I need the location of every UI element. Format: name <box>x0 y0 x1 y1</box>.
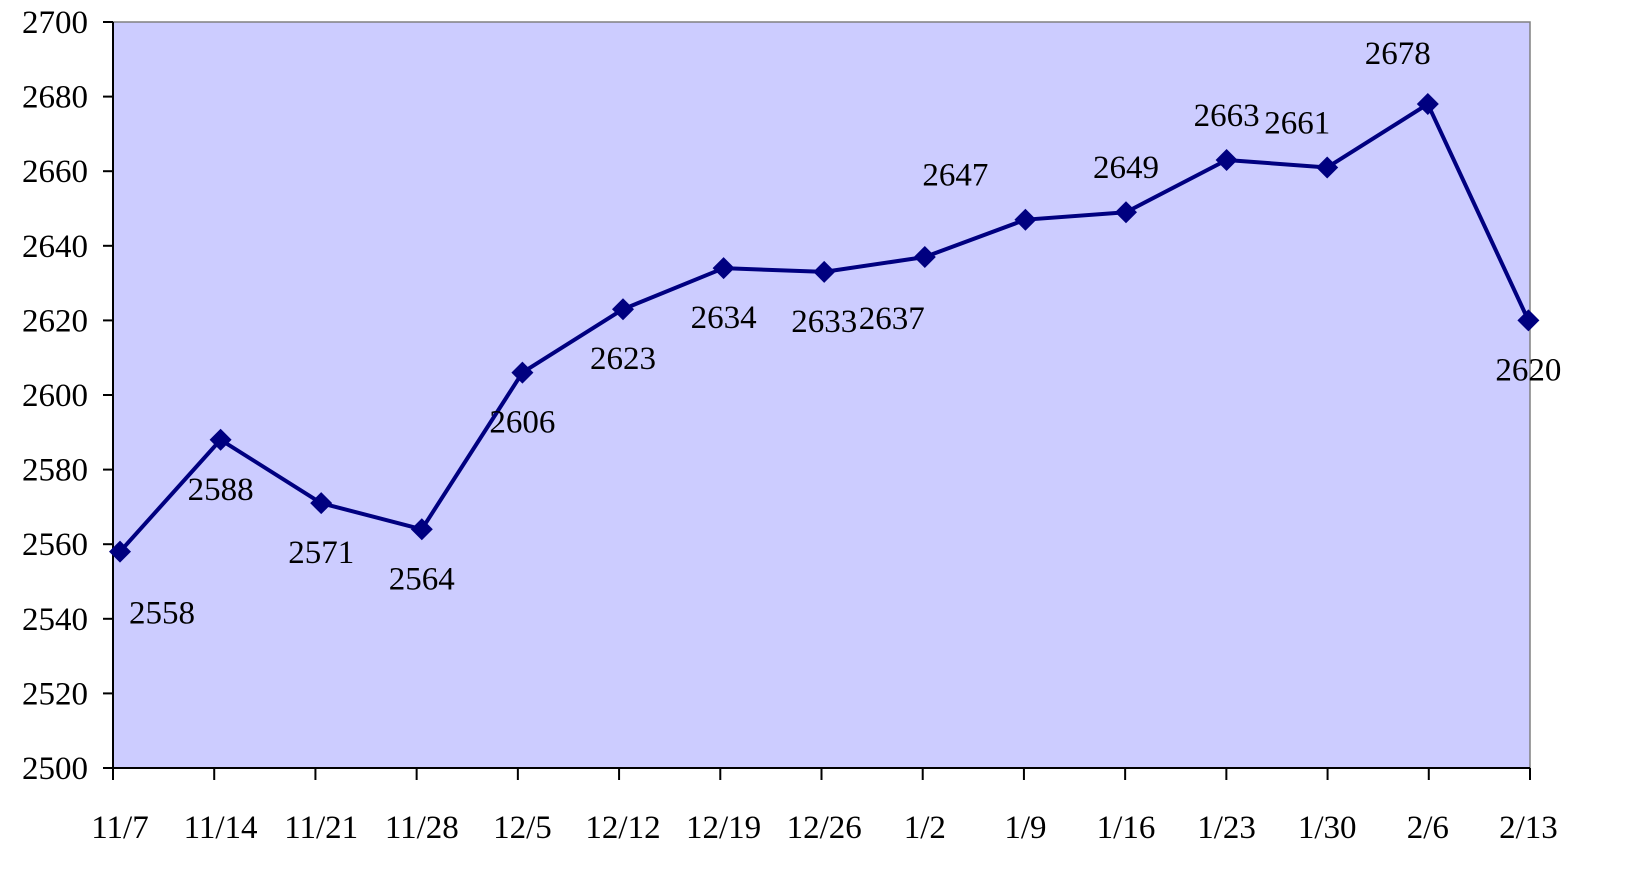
data-label: 2661 <box>1264 105 1330 141</box>
data-label: 2634 <box>691 300 757 336</box>
data-label: 2620 <box>1495 352 1561 388</box>
data-label: 2678 <box>1365 36 1431 72</box>
plot-area <box>112 21 1531 769</box>
x-tick-label: 11/21 <box>284 810 358 846</box>
x-tick-label: 1/30 <box>1298 810 1357 846</box>
data-label: 2637 <box>859 301 925 337</box>
data-point <box>410 518 433 541</box>
data-label: 2623 <box>590 341 656 377</box>
data-label: 2564 <box>389 561 455 597</box>
x-tick-label: 11/14 <box>184 810 258 846</box>
y-tick-label: 2680 <box>22 80 88 116</box>
x-tick-label: 11/28 <box>385 810 459 846</box>
data-point <box>813 260 836 283</box>
y-tick-label: 2660 <box>22 154 88 190</box>
y-tick-label: 2620 <box>22 303 88 339</box>
data-point <box>1416 93 1439 116</box>
x-tick-label: 12/26 <box>787 810 862 846</box>
data-point <box>712 257 735 280</box>
x-tick-label: 2/13 <box>1499 810 1558 846</box>
x-tick-label: 1/9 <box>1004 810 1046 846</box>
y-tick-label: 2540 <box>22 602 88 638</box>
x-tick-label: 2/6 <box>1407 810 1449 846</box>
data-point <box>1316 156 1339 179</box>
y-tick-label: 2580 <box>22 453 88 489</box>
data-label: 2558 <box>129 596 195 632</box>
data-label: 2571 <box>288 535 354 571</box>
x-tick-label: 12/19 <box>686 810 761 846</box>
y-tick-label: 2500 <box>22 751 88 787</box>
data-labels: 2558 2588 2571 2564 2606 2623 2634 2633 2637 2647… <box>129 36 1561 632</box>
data-point <box>1215 149 1238 172</box>
x-tick-label: 12/5 <box>493 810 552 846</box>
x-tick-label: 1/23 <box>1197 810 1256 846</box>
x-tick-label: 12/12 <box>585 810 660 846</box>
data-point <box>209 428 232 451</box>
data-label: 2588 <box>188 472 254 508</box>
y-axis: 2500 2520 2540 2560 2580 2600 2620 2640 2660 2680… <box>22 5 114 787</box>
y-tick-label: 2520 <box>22 676 88 712</box>
data-markers <box>109 93 1540 563</box>
y-tick-label: 2640 <box>22 229 88 265</box>
y-tick-label: 2700 <box>22 5 88 41</box>
data-point <box>1115 201 1137 224</box>
x-axis: 11/7 11/14 11/21 11/28 12/5 12/12 12/19 12/26 1/… <box>91 767 1558 846</box>
data-point <box>1014 208 1037 231</box>
data-point <box>511 361 534 384</box>
y-tick-label: 2560 <box>22 527 88 563</box>
x-tick-label: 1/16 <box>1097 810 1156 846</box>
data-point <box>1517 309 1540 332</box>
data-label: 2663 <box>1194 98 1260 134</box>
data-point <box>310 492 333 515</box>
x-tick-label: 1/2 <box>904 810 946 846</box>
data-point <box>109 540 131 563</box>
data-label: 2606 <box>489 405 555 441</box>
data-label: 2647 <box>922 158 988 194</box>
data-point <box>612 298 634 321</box>
y-tick-label: 2600 <box>22 378 88 414</box>
data-label: 2633 <box>791 304 857 340</box>
data-point <box>913 245 936 268</box>
x-tick-label: 11/7 <box>91 810 148 846</box>
data-label: 2649 <box>1093 150 1159 186</box>
